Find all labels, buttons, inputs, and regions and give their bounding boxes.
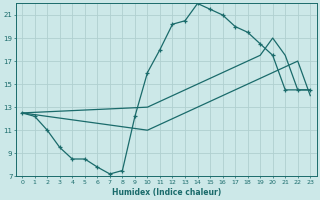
X-axis label: Humidex (Indice chaleur): Humidex (Indice chaleur)	[112, 188, 221, 197]
